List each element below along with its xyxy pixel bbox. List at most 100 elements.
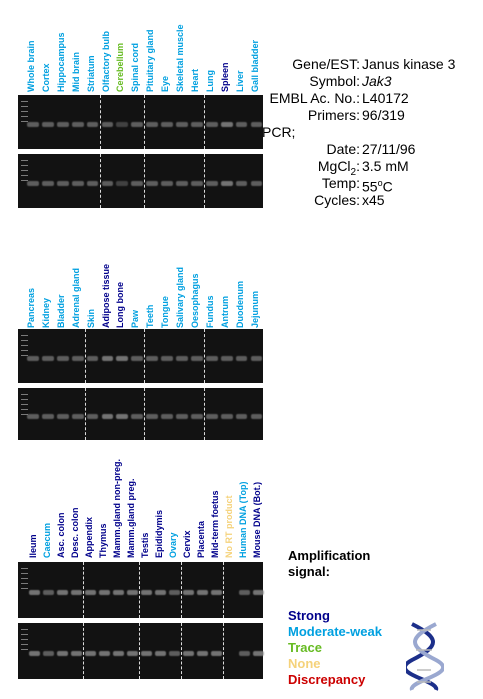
lane-label: Desc. colon [70, 507, 80, 558]
lane-label: Mid-term foetus [210, 490, 220, 559]
ladder-marker [21, 106, 28, 107]
gel-band [211, 590, 222, 595]
gel-band [155, 590, 166, 595]
panel-2-gel-bottom [18, 388, 263, 440]
ladder-marker [21, 180, 28, 181]
lane-divider [203, 329, 205, 383]
ladder-marker [21, 111, 28, 112]
panel-3-lane-labels: Ileum Caecum Asc. colon Desc. colon Appendix… [18, 0, 263, 558]
ladder-marker [21, 629, 28, 630]
lane-label: Testis [140, 532, 150, 558]
gel-band [27, 414, 39, 419]
gel-band [29, 651, 40, 656]
gel-band [205, 181, 218, 186]
gel-band [116, 122, 129, 127]
lane-divider [144, 95, 146, 149]
lane-divider [99, 154, 101, 208]
gel-band [190, 414, 203, 419]
panel-1-gel-top [18, 95, 263, 149]
gel-band [239, 590, 250, 595]
lane-divider [84, 388, 86, 440]
ladder-marker [21, 414, 28, 415]
gel-band [220, 414, 233, 419]
lane-divider [181, 562, 182, 618]
gel-band [176, 181, 188, 186]
gel-band [205, 414, 218, 419]
gel-band [85, 590, 96, 595]
gel-band [56, 122, 69, 127]
gel-band [253, 590, 264, 595]
gel-band [131, 181, 144, 186]
gel-band [131, 122, 144, 127]
gel-band [99, 590, 110, 595]
gel-band [99, 651, 110, 656]
gel-band [161, 414, 173, 419]
gel-band [71, 651, 82, 656]
gel-band [250, 356, 263, 361]
gel-band [56, 181, 69, 186]
legend-item-discrepancy: Discrepancy [288, 672, 366, 687]
ladder-marker [21, 101, 28, 102]
dna-helix-icon [406, 622, 444, 691]
gel-band [71, 414, 84, 419]
gel-band [101, 414, 114, 419]
gel-band [253, 651, 264, 656]
lane-label: Appendix [84, 516, 94, 558]
lane-label: Caecum [42, 522, 52, 558]
lane-divider [223, 562, 224, 618]
ladder-marker [21, 573, 28, 574]
lane-label: Mouse DNA (Bot.) [252, 481, 262, 558]
gel-band [101, 181, 114, 186]
gel-band [43, 590, 54, 595]
ladder-marker [21, 639, 28, 640]
gel-band [86, 356, 99, 361]
gel-band [146, 181, 159, 186]
gel-band [116, 356, 129, 361]
gel-band [190, 356, 203, 361]
gel-band [146, 414, 159, 419]
gel-band [116, 414, 129, 419]
temp-label: Temp: [321, 175, 360, 191]
lane-label: Ovary [168, 532, 178, 558]
gene-value: Janus kinase 3 [362, 56, 456, 72]
date-label: Date: [326, 141, 360, 157]
gel-band [127, 651, 138, 656]
gel-band [220, 356, 233, 361]
ladder-marker [21, 350, 28, 351]
ladder-marker [21, 355, 28, 356]
gel-band [116, 181, 129, 186]
lane-label: Ileum [28, 534, 38, 558]
gel-band [43, 651, 54, 656]
date-value: 27/11/96 [362, 141, 416, 157]
lane-divider [223, 623, 224, 679]
pcr-label: PCR; [262, 124, 296, 140]
cycles-value: x45 [362, 192, 385, 208]
lane-label: Asc. colon [56, 512, 66, 558]
legend-item-none: None [288, 656, 321, 671]
gel-band [161, 122, 173, 127]
gel-band [86, 122, 99, 127]
gel-band [71, 590, 82, 595]
lane-label: Placenta [196, 520, 206, 558]
ladder-marker [21, 399, 28, 400]
legend-item-moderate-weak: Moderate-weak [288, 624, 382, 639]
mgcl-value: 3.5 mM [362, 158, 409, 174]
lane-divider [99, 95, 101, 149]
gel-band [146, 122, 159, 127]
lane-label: Mamm.gland preg. [126, 478, 136, 558]
gel-band [57, 590, 68, 595]
symbol-label: Symbol: [309, 73, 360, 89]
gel-band [197, 590, 208, 595]
gel-band [161, 181, 173, 186]
lane-label: Human DNA (Top) [238, 481, 248, 559]
gel-band [41, 356, 54, 361]
lane-divider [139, 562, 140, 618]
panel-3-gel-bottom [18, 623, 264, 679]
gel-band [250, 181, 263, 186]
legend-title-line2: signal: [288, 564, 330, 579]
ladder-marker [21, 345, 28, 346]
gel-band [56, 356, 69, 361]
gel-band [56, 414, 69, 419]
gel-band [29, 590, 40, 595]
ladder-marker [21, 165, 28, 166]
